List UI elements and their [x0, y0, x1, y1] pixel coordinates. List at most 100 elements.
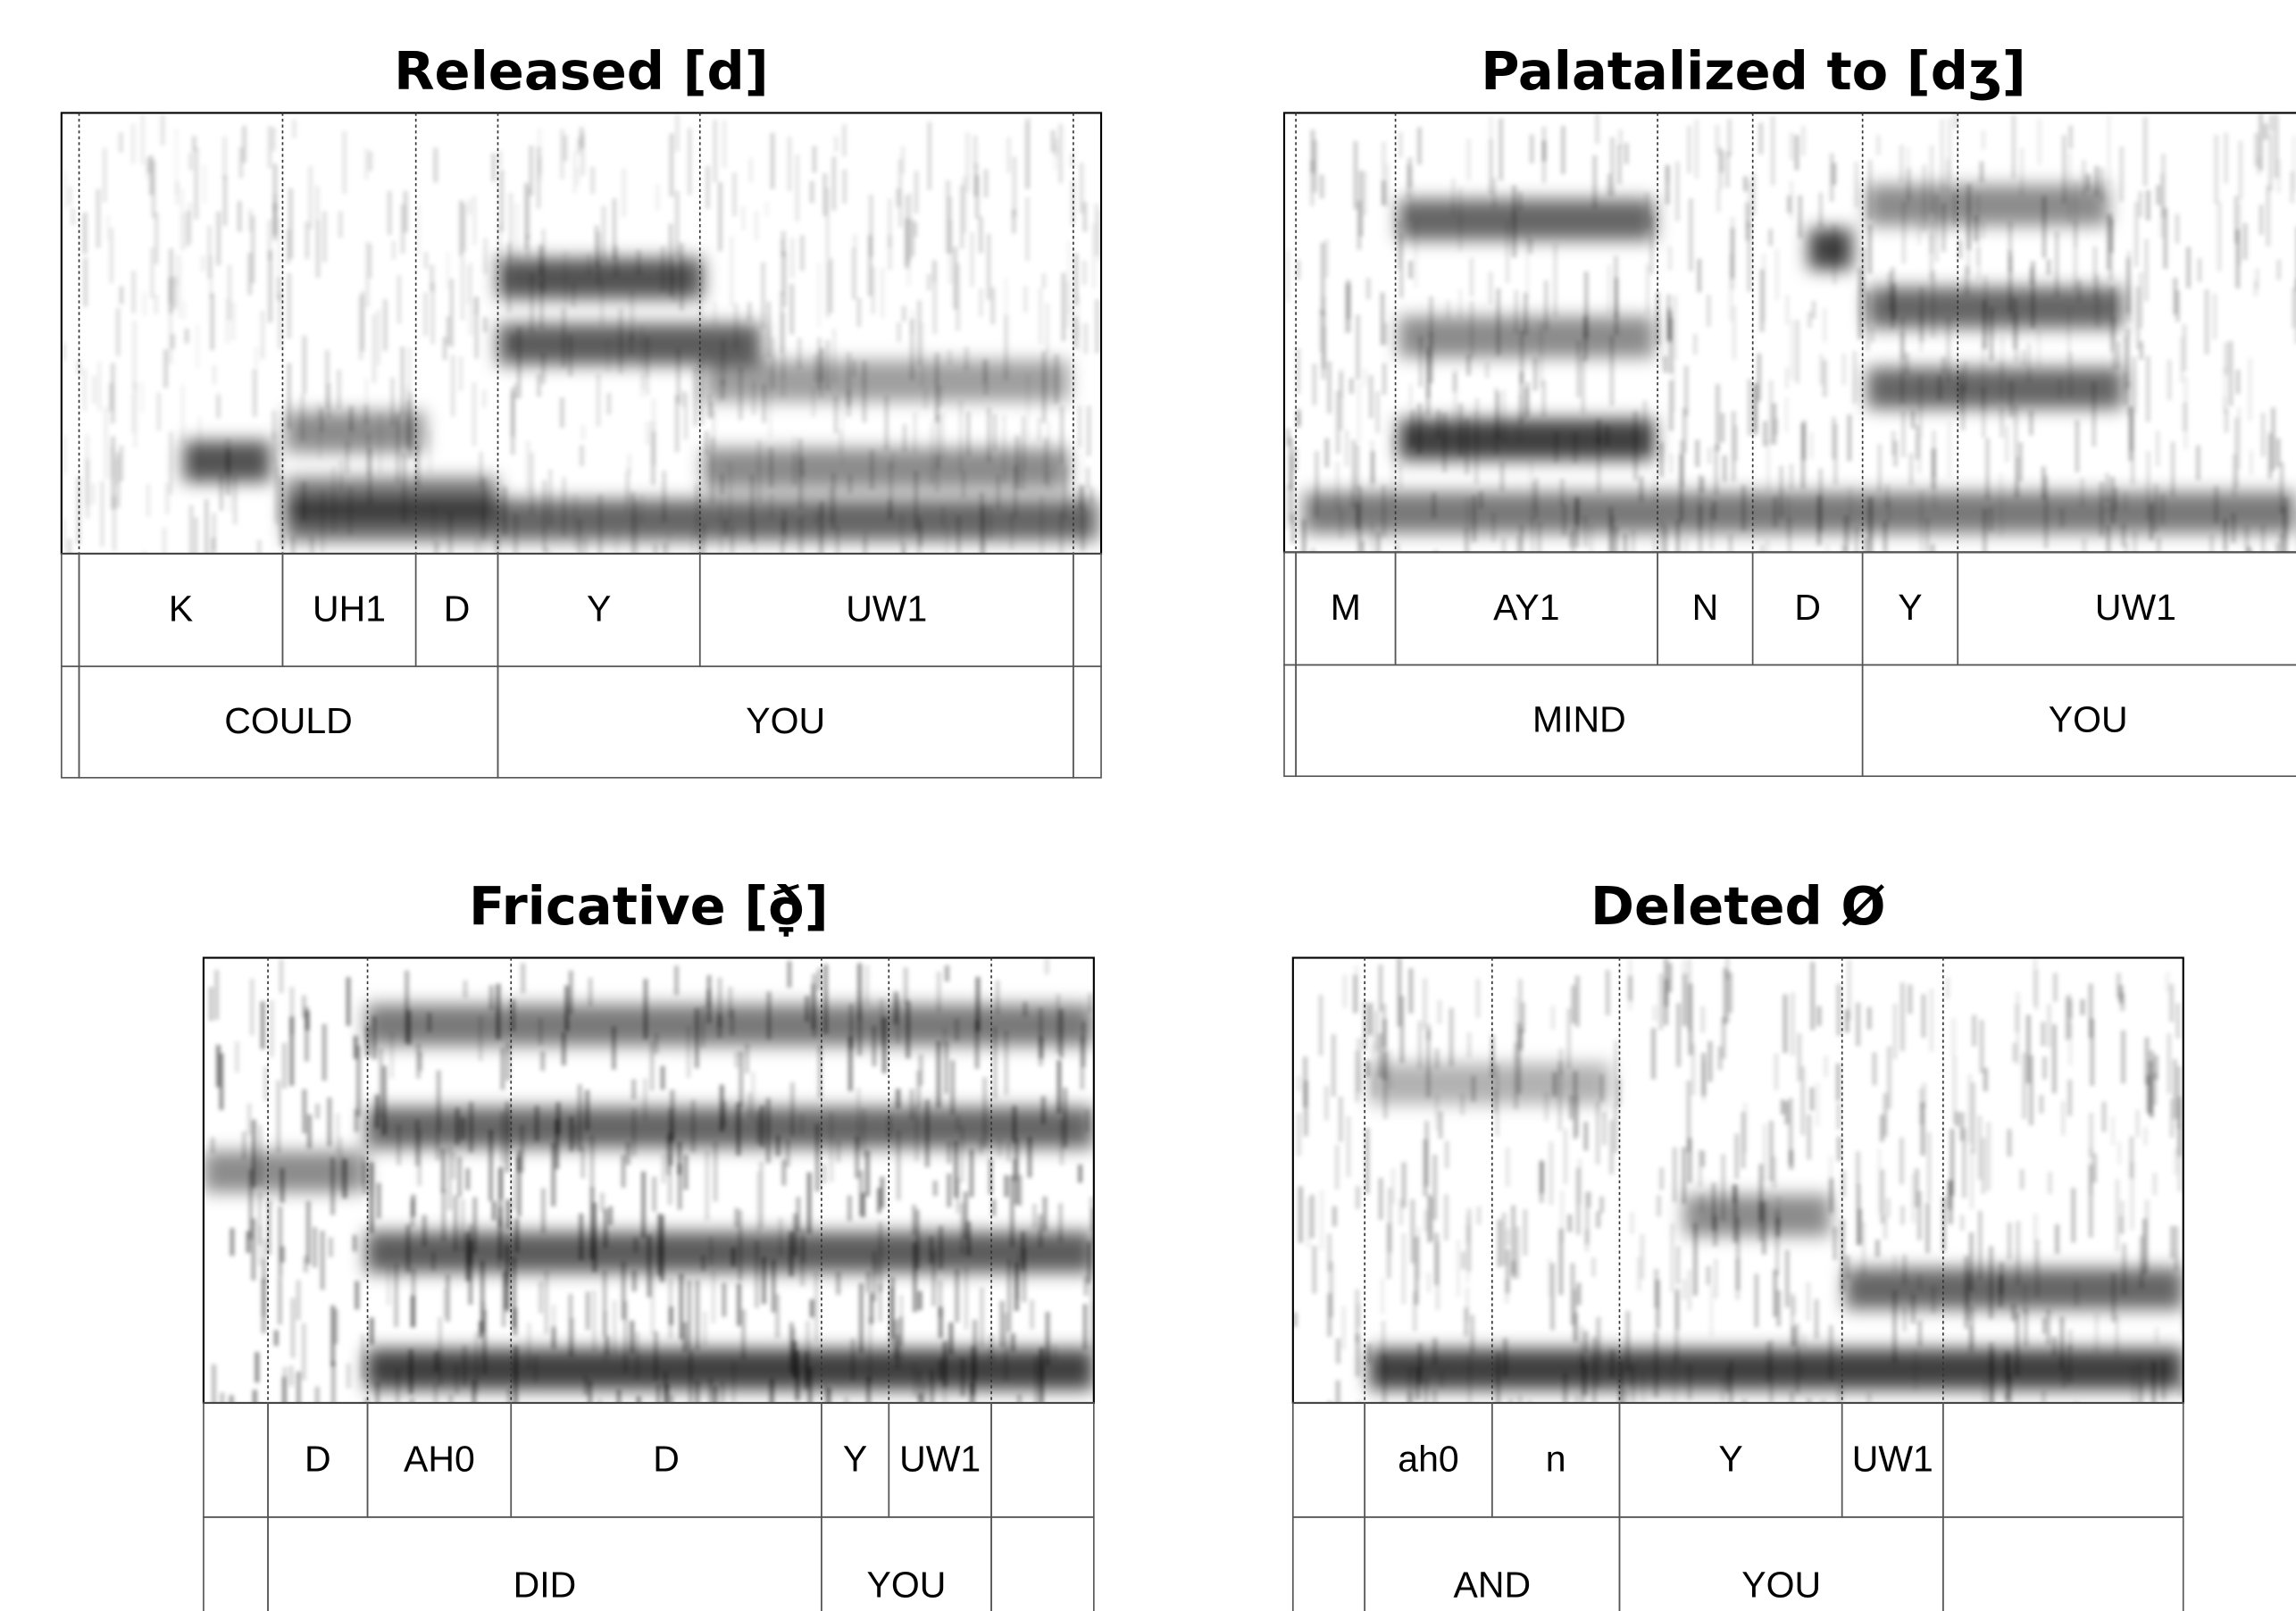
- texture-stroke: [625, 1142, 630, 1165]
- texture-stroke: [625, 468, 630, 504]
- texture-stroke: [896, 1130, 901, 1201]
- texture-stroke: [200, 255, 205, 272]
- texture-stroke: [2129, 1162, 2134, 1231]
- words-interval: [61, 665, 80, 779]
- texture-stroke: [659, 1215, 664, 1282]
- texture-stroke: [2144, 238, 2150, 302]
- texture-stroke: [188, 152, 194, 171]
- texture-stroke: [1959, 1112, 1965, 1141]
- texture-stroke: [1886, 498, 1891, 522]
- texture-stroke: [1665, 164, 1670, 183]
- texture-stroke: [1301, 518, 1307, 553]
- texture-stroke: [1505, 1248, 1510, 1294]
- texture-stroke: [1924, 518, 1930, 553]
- texture-stroke: [914, 1106, 919, 1162]
- texture-stroke: [465, 1168, 471, 1190]
- texture-stroke: [1540, 1161, 1544, 1194]
- texture-stroke: [1883, 521, 1888, 553]
- texture-stroke: [474, 1331, 480, 1394]
- texture-stroke: [1951, 1017, 1956, 1057]
- texture-stroke: [1832, 163, 1837, 186]
- texture-stroke: [1355, 503, 1360, 530]
- texture-stroke: [2067, 1329, 2073, 1351]
- texture-stroke: [1378, 964, 1383, 1012]
- texture-stroke: [459, 200, 463, 257]
- texture-stroke: [697, 535, 703, 554]
- texture-stroke: [320, 490, 325, 554]
- texture-stroke: [668, 1108, 673, 1143]
- texture-stroke: [2094, 165, 2100, 196]
- texture-stroke: [931, 1250, 937, 1306]
- texture-stroke: [436, 1070, 441, 1132]
- texture-stroke: [1784, 397, 1790, 433]
- texture-stroke: [1375, 391, 1381, 433]
- texture-stroke: [537, 374, 541, 397]
- texture-stroke: [831, 328, 837, 384]
- texture-stroke: [940, 506, 946, 527]
- texture-stroke: [1852, 350, 1858, 404]
- texture-stroke: [580, 1147, 586, 1179]
- texture-stroke: [752, 520, 757, 554]
- texture-stroke: [708, 401, 714, 419]
- texture-stroke: [844, 1397, 849, 1403]
- texture-stroke: [924, 1099, 930, 1167]
- texture-stroke: [142, 292, 147, 316]
- texture-stroke: [2111, 1273, 2116, 1323]
- texture-stroke: [2007, 1129, 2012, 1157]
- texture-stroke: [826, 1387, 831, 1403]
- texture-stroke: [266, 1200, 271, 1256]
- texture-stroke: [864, 964, 870, 1006]
- texture-stroke: [1549, 1141, 1554, 1206]
- texture-stroke: [302, 1089, 307, 1134]
- words-label: DID: [513, 1564, 577, 1605]
- texture-stroke: [71, 207, 76, 225]
- texture-stroke: [1801, 1333, 1807, 1349]
- texture-stroke: [1490, 1034, 1495, 1078]
- texture-stroke: [1085, 1108, 1090, 1132]
- texture-stroke: [502, 486, 507, 535]
- texture-stroke: [965, 412, 971, 456]
- texture-stroke: [664, 1383, 670, 1403]
- phones-label: N: [1692, 587, 1719, 628]
- texture-stroke: [2172, 1058, 2177, 1120]
- texture-stroke: [1730, 217, 1735, 290]
- texture-stroke: [197, 415, 203, 483]
- texture-stroke: [1659, 1167, 1665, 1190]
- texture-stroke: [2197, 258, 2202, 282]
- texture-stroke: [907, 193, 913, 262]
- texture-stroke: [1847, 414, 1852, 462]
- texture-stroke: [513, 513, 518, 554]
- texture-stroke: [1318, 995, 1323, 1056]
- texture-stroke: [146, 484, 151, 517]
- texture-stroke: [631, 1079, 637, 1100]
- texture-stroke: [520, 1124, 525, 1173]
- texture-stroke: [653, 1331, 658, 1381]
- texture-stroke: [505, 1101, 510, 1173]
- texture-stroke: [1700, 1006, 1706, 1033]
- texture-stroke: [1499, 118, 1504, 181]
- texture-stroke: [635, 1331, 640, 1380]
- texture-stroke: [2146, 450, 2150, 521]
- texture-stroke: [2154, 1327, 2159, 1344]
- texture-stroke: [630, 1320, 635, 1355]
- texture-stroke: [781, 511, 787, 544]
- texture-stroke: [852, 234, 857, 250]
- texture-stroke: [533, 1355, 539, 1383]
- texture-stroke: [923, 388, 928, 409]
- texture-stroke: [292, 120, 296, 138]
- texture-stroke: [576, 138, 581, 155]
- texture-stroke: [180, 188, 185, 218]
- texture-stroke: [775, 1135, 781, 1156]
- words-label: YOU: [746, 700, 825, 741]
- texture-stroke: [1922, 1082, 1926, 1108]
- texture-stroke: [1038, 1214, 1043, 1248]
- texture-stroke: [394, 1264, 399, 1328]
- texture-stroke: [2153, 483, 2158, 533]
- texture-stroke: [280, 1246, 285, 1263]
- texture-stroke: [1401, 1232, 1407, 1305]
- texture-stroke: [618, 308, 623, 374]
- texture-stroke: [2054, 231, 2059, 297]
- texture-stroke: [2018, 442, 2024, 482]
- texture-stroke: [825, 339, 831, 391]
